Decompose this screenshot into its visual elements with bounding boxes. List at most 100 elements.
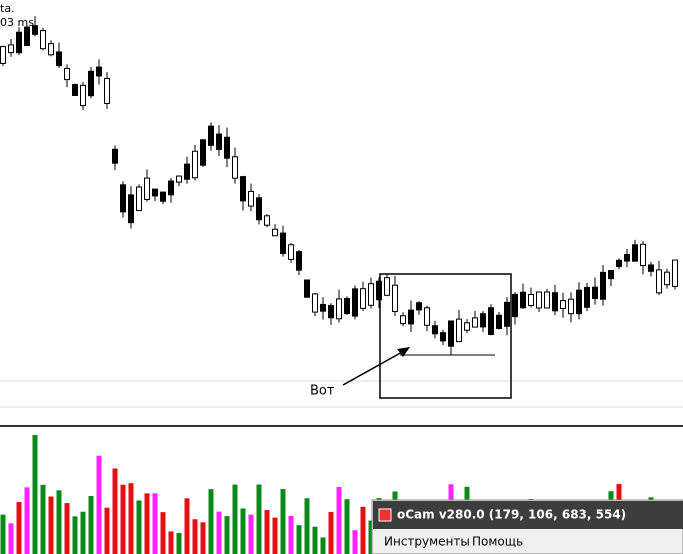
candle-body <box>560 300 566 309</box>
candle-body <box>328 305 334 319</box>
candle-body <box>432 325 438 335</box>
candle-body <box>664 271 670 286</box>
candle-body <box>48 43 54 56</box>
candle-body <box>624 254 630 262</box>
candle-body <box>352 288 358 317</box>
volume-bar <box>240 508 246 554</box>
candle-body <box>304 279 310 298</box>
volume-bar <box>200 522 206 554</box>
candle-body <box>32 25 38 35</box>
volume-bar <box>272 517 278 554</box>
candle-body <box>592 286 598 299</box>
candle-body <box>16 31 22 54</box>
candle-body <box>392 284 398 312</box>
volume-bar <box>208 489 214 554</box>
candle-body <box>408 309 414 325</box>
candle-body <box>424 307 430 326</box>
candle-body <box>552 292 558 312</box>
candle-body <box>264 215 270 226</box>
candle-body <box>216 133 222 150</box>
candle-body <box>416 302 422 311</box>
highlight-box <box>379 273 512 399</box>
volume-bar <box>40 484 46 554</box>
volume-bar <box>160 512 166 554</box>
volume-bar <box>352 530 358 554</box>
candle-body <box>152 188 158 197</box>
candle-body <box>480 313 486 328</box>
candle-body <box>640 243 646 267</box>
candle-body <box>192 150 198 179</box>
candle-body <box>200 139 206 166</box>
arrow <box>342 350 405 386</box>
candle-body <box>648 264 654 272</box>
candle-body <box>368 283 374 306</box>
arrow-head <box>397 347 410 357</box>
candle-body <box>288 244 294 260</box>
candle-body <box>24 26 30 46</box>
volume-bar <box>112 468 118 554</box>
candle-body <box>376 280 382 301</box>
volume-bar <box>144 493 150 554</box>
candle-body <box>384 277 390 296</box>
volume-bar <box>304 498 310 554</box>
volume-bar <box>296 525 302 554</box>
volume-bar <box>72 516 78 554</box>
volume-bar <box>344 499 350 554</box>
candle-body <box>608 270 614 280</box>
volume-bar <box>312 526 318 554</box>
candle-body <box>56 51 62 67</box>
volume-bar <box>152 493 158 554</box>
volume-bar <box>128 483 134 554</box>
candle-body <box>672 259 678 287</box>
candle-body <box>136 186 142 211</box>
candle-body <box>520 291 526 309</box>
volume-bar <box>192 519 198 554</box>
candle-body <box>144 177 150 200</box>
volume-bar <box>264 509 270 554</box>
volume-bar <box>248 514 254 554</box>
menu-item[interactable]: Помощь <box>472 535 523 549</box>
candle-body <box>208 125 214 146</box>
candle-body <box>472 317 478 328</box>
volume-bar <box>104 507 110 554</box>
candle-body <box>616 259 622 267</box>
volume-bar <box>368 520 374 554</box>
candle-body <box>232 156 238 179</box>
candle-body <box>224 136 230 159</box>
candle-body <box>336 298 342 320</box>
volume-bar <box>96 455 102 554</box>
annotation: Вот <box>310 384 335 399</box>
candle-body <box>128 194 134 224</box>
candle-body <box>544 291 550 309</box>
candle-body <box>344 298 350 315</box>
candle-body <box>0 46 6 64</box>
candle-body <box>464 322 470 331</box>
menu-item[interactable]: Инструменты <box>384 535 470 549</box>
candle-body <box>256 197 262 221</box>
volume-bar <box>336 486 342 554</box>
candle-body <box>504 301 510 327</box>
candle-body <box>488 307 494 335</box>
app-icon <box>378 508 392 522</box>
candle-body <box>360 288 366 309</box>
volume-bar <box>360 506 366 554</box>
candle-body <box>528 294 534 306</box>
candle-body <box>96 66 102 77</box>
candle-body <box>456 318 462 343</box>
window-title: oCam v280.0 (179, 106, 683, 554) <box>397 508 626 522</box>
volume-bar <box>176 533 182 554</box>
candle-body <box>600 271 606 300</box>
title-bar <box>373 501 683 529</box>
ocam-window[interactable]: oCam v280.0 (179, 106, 683, 554) Инструм… <box>371 499 683 554</box>
candle-body <box>272 228 278 237</box>
candle-body <box>296 251 302 271</box>
volume-bar <box>256 484 262 554</box>
volume-bar <box>32 435 38 554</box>
volume-bar <box>224 516 230 554</box>
candle-body <box>40 30 46 50</box>
candle-body <box>168 180 174 196</box>
candle-body <box>440 332 446 342</box>
candle-body <box>656 269 662 294</box>
